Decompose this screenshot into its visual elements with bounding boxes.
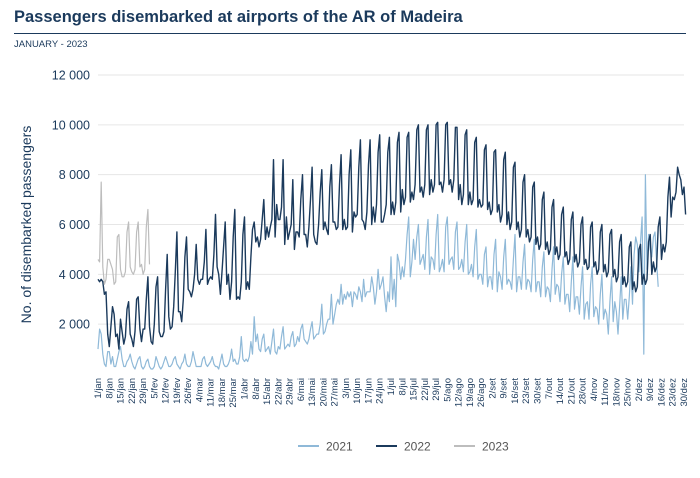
page-subtitle: JANUARY - 2023	[14, 39, 88, 50]
x-tick-label: 3/jun	[341, 378, 352, 399]
x-tick-label: 25/mar	[228, 378, 239, 408]
x-tick-label: 8/jan	[104, 378, 115, 399]
x-tick-label: 19/fev	[172, 378, 183, 404]
x-tick-label: 28/out	[578, 378, 589, 405]
y-tick-label: 2 000	[59, 318, 90, 332]
title-divider	[14, 33, 686, 34]
x-tick-label: 18/mar	[217, 378, 228, 408]
page-title: Passengers disembarked at airports of th…	[14, 8, 463, 26]
legend-label-2023: 2023	[482, 440, 509, 454]
x-tick-label: 5/ago	[442, 378, 453, 402]
x-tick-label: 10/jun	[352, 378, 363, 404]
x-tick-label: 9/set	[499, 378, 510, 399]
x-tick-label: 2/set	[487, 378, 498, 399]
series-line-2023	[97, 181, 151, 285]
x-tick-label: 30/dez	[679, 378, 690, 407]
x-tick-label: 25/nov	[623, 378, 634, 407]
y-tick-label: 6 000	[59, 218, 90, 232]
x-tick-label: 26/fev	[183, 378, 194, 404]
y-tick-label: 12 000	[52, 69, 90, 83]
y-axis-label: No. of disembarked passengers	[18, 126, 34, 324]
legend: 2021 2022 2023	[298, 440, 509, 454]
x-tick-label: 8/jul	[397, 378, 408, 395]
x-tick-label: 20/mai	[318, 378, 329, 407]
x-tick-label: 12/ago	[454, 378, 465, 407]
x-tick-label: 27/mai	[330, 378, 341, 407]
x-axis-ticks: 1/jan 8/jan 15/jan 22/jan 29/jan 5/fev 12/fev 1…	[93, 378, 690, 408]
x-tick-label: 6/mai	[296, 378, 307, 401]
y-tick-label: 8 000	[59, 168, 90, 182]
x-tick-label: 24/jun	[375, 378, 386, 404]
x-tick-label: 4/nov	[589, 378, 600, 401]
y-axis-ticks: 2 000 4 000 6 000 8 000 10 000 12 000	[52, 69, 90, 332]
x-tick-label: 8/abr	[251, 378, 262, 400]
legend-label-2022: 2022	[404, 440, 431, 454]
x-tick-label: 29/abr	[285, 378, 296, 405]
x-tick-label: 7/out	[544, 378, 555, 399]
x-tick-label: 18/nov	[611, 378, 622, 407]
x-tick-label: 17/jun	[364, 378, 375, 404]
x-tick-label: 14/out	[555, 378, 566, 405]
x-tick-label: 4/mar	[194, 378, 205, 402]
series-line-2022	[97, 121, 687, 350]
x-tick-label: 9/dez	[645, 378, 656, 401]
legend-label-2021: 2021	[326, 440, 353, 454]
x-tick-label: 16/dez	[657, 378, 668, 407]
x-tick-label: 22/jul	[420, 378, 431, 401]
series-lines	[97, 121, 687, 370]
x-tick-label: 13/mai	[307, 378, 318, 407]
x-tick-label: 29/jul	[431, 378, 442, 401]
x-tick-label: 26/ago	[476, 378, 487, 407]
series-line-2021	[97, 174, 659, 370]
x-tick-label: 22/abr	[273, 378, 284, 405]
x-tick-label: 15/jul	[409, 378, 420, 401]
grid-lines	[98, 74, 684, 325]
x-tick-label: 29/jan	[138, 378, 149, 404]
x-tick-label: 1/jul	[386, 378, 397, 395]
x-tick-label: 1/jan	[93, 378, 104, 399]
x-tick-label: 16/set	[510, 378, 521, 404]
y-tick-label: 4 000	[59, 268, 90, 282]
x-tick-label: 21/out	[566, 378, 577, 405]
x-tick-label: 15/abr	[262, 378, 273, 405]
x-tick-label: 22/jan	[127, 378, 138, 404]
x-tick-label: 2/dez	[634, 378, 645, 401]
x-tick-label: 5/fev	[149, 378, 160, 399]
x-tick-label: 30/set	[533, 378, 544, 404]
x-tick-label: 11/nov	[600, 378, 611, 406]
x-tick-label: 23/set	[521, 378, 532, 404]
x-tick-label: 11/mar	[206, 378, 217, 407]
x-tick-label: 19/ago	[465, 378, 476, 407]
x-tick-label: 12/fev	[161, 378, 172, 404]
y-tick-label: 10 000	[52, 118, 90, 132]
x-tick-label: 15/jan	[116, 378, 127, 404]
x-tick-label: 23/dez	[668, 378, 679, 407]
x-tick-label: 1/abr	[240, 378, 251, 400]
